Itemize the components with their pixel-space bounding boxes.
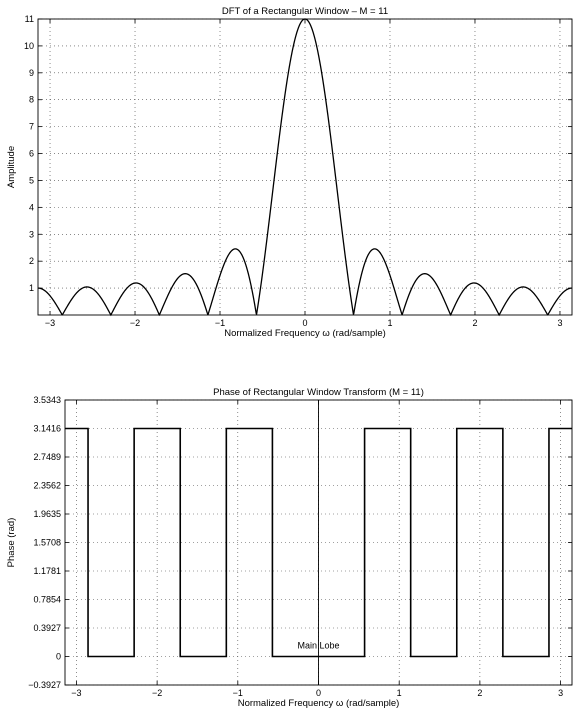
phase-ytick-label: 0.7854: [33, 595, 61, 605]
amplitude-ytick-label: 2: [29, 256, 34, 266]
phase-ticks: −3 −2 −1 0 1 2 3 −0.3927 0 0.3927 0.7854 1.1781 1.57…: [28, 395, 572, 698]
phase-xlabel: Normalized Frequency ω (rad/sample): [238, 698, 400, 709]
amplitude-xtick-label: 3: [557, 318, 562, 328]
amplitude-ytick-label: 11: [25, 14, 34, 24]
main-lobe-annotation: Main Lobe: [297, 640, 339, 650]
phase-ylabel: Phase (rad): [6, 518, 17, 568]
phase-ytick-label: 2.7489: [33, 452, 61, 462]
amplitude-xtick-label: 1: [387, 318, 392, 328]
phase-xtick-label: −3: [71, 688, 81, 698]
amplitude-xtick-label: 0: [302, 318, 307, 328]
amplitude-ytick-label: 9: [29, 68, 34, 78]
phase-xtick-label: −1: [233, 688, 243, 698]
amplitude-xlabel: Normalized Frequency ω (rad/sample): [224, 328, 386, 339]
phase-xtick-label: 3: [558, 688, 563, 698]
amplitude-ytick-label: 5: [29, 175, 34, 185]
amplitude-ytick-label: 10: [24, 41, 34, 51]
phase-ytick-label: 1.1781: [33, 566, 61, 576]
phase-panel: −3 −2 −1 0 1 2 3 −0.3927 0 0.3927 0.7854 1.1781 1.57…: [6, 387, 573, 709]
amplitude-ylabel: Amplitude: [6, 146, 17, 188]
phase-xtick-label: −2: [152, 688, 162, 698]
amplitude-panel: −3 −2 −1 0 1 2 3 1 2 3 4 5 6 7 8 9 10 11 DFT of a Rectang…: [6, 6, 573, 339]
amplitude-axes-box: [37, 18, 573, 316]
amplitude-xtick-label: −2: [130, 318, 140, 328]
phase-curve: [65, 427, 572, 658]
amplitude-ytick-label: 8: [29, 95, 34, 105]
phase-ytick-label: 1.9635: [33, 509, 61, 519]
phase-xtick-label: 0: [316, 688, 321, 698]
amplitude-ytick-label: 7: [29, 122, 34, 132]
phase-xtick-label: 1: [397, 688, 402, 698]
amplitude-ticks: −3 −2 −1 0 1 2 3 1 2 3 4 5 6 7 8 9 10 11: [24, 14, 572, 328]
phase-axes-box: [64, 399, 573, 686]
amplitude-xtick-label: 2: [472, 318, 477, 328]
phase-ytick-label: 2.3562: [33, 481, 61, 491]
amplitude-title: DFT of a Rectangular Window – M = 11: [222, 6, 388, 17]
phase-title: Phase of Rectangular Window Transform (M…: [213, 387, 424, 398]
phase-ytick-label: −0.3927: [28, 680, 61, 690]
amplitude-xtick-label: −3: [45, 318, 55, 328]
phase-ytick-label: 0: [56, 652, 61, 662]
amplitude-xtick-label: −1: [215, 318, 225, 328]
amplitude-ytick-label: 4: [29, 202, 34, 212]
phase-ytick-label: 1.5708: [33, 538, 61, 548]
amplitude-ytick-label: 6: [29, 149, 34, 159]
phase-ytick-label: 3.5343: [33, 395, 61, 405]
phase-xtick-label: 2: [477, 688, 482, 698]
phase-ytick-label: 0.3927: [33, 623, 61, 633]
amplitude-ytick-label: 3: [29, 229, 34, 239]
amplitude-grid: [38, 18, 572, 315]
amplitude-ytick-label: 1: [29, 283, 34, 293]
phase-ytick-label: 3.1416: [33, 424, 61, 434]
